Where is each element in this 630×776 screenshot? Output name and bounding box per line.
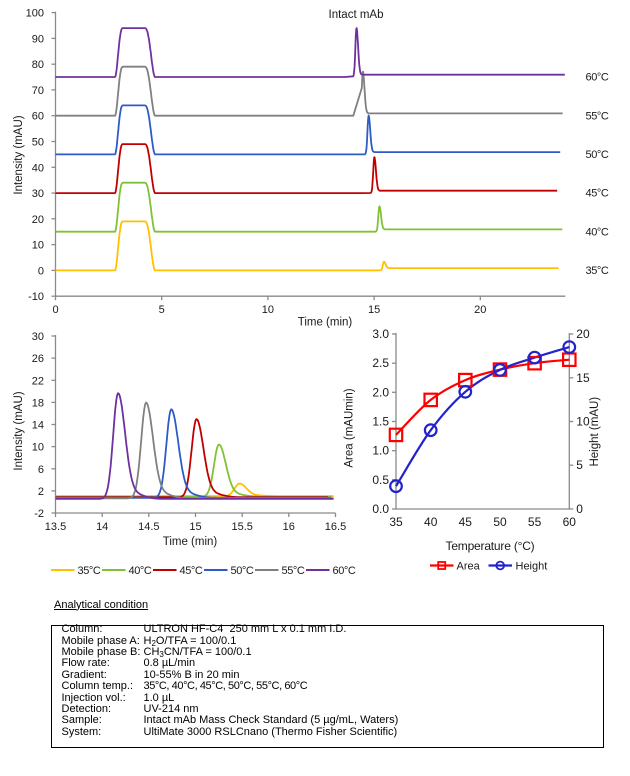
svg-text:1.0: 1.0 [372, 444, 389, 458]
svg-text:Time (min): Time (min) [298, 317, 353, 329]
svg-text:20: 20 [474, 304, 486, 316]
svg-text:22: 22 [32, 375, 44, 387]
svg-text:0: 0 [38, 265, 44, 277]
svg-text:35°C: 35°C [586, 265, 609, 277]
svg-text:80: 80 [32, 59, 44, 71]
svg-text:Height: Height [516, 560, 548, 572]
svg-text:90: 90 [32, 33, 44, 45]
svg-text:50°C: 50°C [231, 565, 254, 577]
svg-text:-2: -2 [34, 508, 44, 520]
svg-text:Temperature (°C): Temperature (°C) [446, 539, 535, 553]
svg-text:2: 2 [38, 486, 44, 498]
svg-text:20: 20 [32, 214, 44, 226]
svg-text:10: 10 [576, 415, 590, 429]
svg-text:55: 55 [528, 515, 542, 529]
svg-text:50: 50 [493, 515, 507, 529]
svg-text:0.5: 0.5 [372, 473, 389, 487]
svg-text:60: 60 [563, 515, 577, 529]
svg-text:60: 60 [32, 111, 44, 123]
svg-text:1.5: 1.5 [372, 415, 389, 429]
svg-text:30: 30 [32, 331, 44, 343]
svg-text:35: 35 [389, 515, 403, 529]
svg-text:40°C: 40°C [129, 565, 152, 577]
svg-text:Area (mAUmin): Area (mAUmin) [344, 388, 356, 467]
svg-text:30: 30 [32, 188, 44, 200]
svg-text:50: 50 [32, 137, 44, 149]
svg-text:Intensity (mAU): Intensity (mAU) [13, 391, 25, 470]
svg-text:15.5: 15.5 [231, 521, 252, 533]
svg-text:10: 10 [32, 442, 44, 454]
svg-text:60°C: 60°C [333, 565, 356, 577]
svg-text:Time (min): Time (min) [163, 536, 218, 548]
svg-text:14: 14 [32, 420, 44, 432]
svg-text:10: 10 [32, 240, 44, 252]
svg-text:10: 10 [262, 304, 274, 316]
svg-text:Intact mAb: Intact mAb [329, 9, 384, 21]
svg-text:13.5: 13.5 [45, 521, 66, 533]
svg-text:45°C: 45°C [180, 565, 203, 577]
svg-text:16.5: 16.5 [325, 521, 346, 533]
svg-text:60°C: 60°C [586, 72, 609, 84]
svg-text:45°C: 45°C [586, 188, 609, 200]
svg-text:3.0: 3.0 [372, 327, 389, 341]
svg-text:0: 0 [52, 304, 58, 316]
svg-text:55°C: 55°C [586, 110, 609, 122]
svg-text:Area: Area [457, 560, 481, 572]
svg-text:5: 5 [159, 304, 165, 316]
svg-text:20: 20 [576, 327, 590, 341]
svg-text:15: 15 [189, 521, 201, 533]
svg-text:40: 40 [424, 515, 438, 529]
svg-text:0.0: 0.0 [372, 502, 389, 516]
svg-text:14.5: 14.5 [138, 521, 159, 533]
svg-text:18: 18 [32, 397, 44, 409]
svg-text:26: 26 [32, 353, 44, 365]
svg-text:55°C: 55°C [282, 565, 305, 577]
svg-text:Height (mAU): Height (mAU) [589, 397, 601, 467]
svg-text:0: 0 [576, 502, 583, 516]
svg-text:-10: -10 [28, 291, 44, 303]
svg-text:40: 40 [32, 162, 44, 174]
svg-text:16: 16 [283, 521, 295, 533]
svg-text:2.5: 2.5 [372, 356, 389, 370]
svg-text:14: 14 [96, 521, 108, 533]
svg-text:15: 15 [368, 304, 380, 316]
svg-text:5: 5 [576, 458, 583, 472]
svg-text:70: 70 [32, 85, 44, 97]
svg-text:Intensity (mAU): Intensity (mAU) [13, 115, 25, 194]
svg-text:2.0: 2.0 [372, 385, 389, 399]
svg-text:35°C: 35°C [78, 565, 101, 577]
svg-text:15: 15 [576, 371, 590, 385]
svg-text:6: 6 [38, 464, 44, 476]
svg-text:100: 100 [26, 8, 44, 20]
svg-text:50°C: 50°C [586, 149, 609, 161]
svg-text:45: 45 [459, 515, 473, 529]
svg-text:40°C: 40°C [586, 226, 609, 238]
